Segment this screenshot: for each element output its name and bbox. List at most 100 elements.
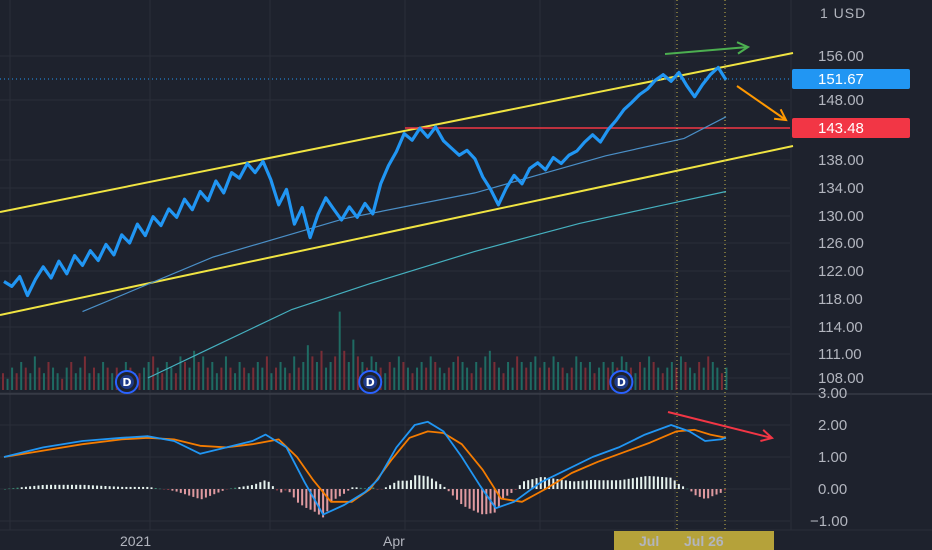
volume-bar: [488, 350, 491, 390]
volume-bar: [670, 362, 673, 390]
histogram-bar: [397, 480, 400, 489]
macd-tick-label: 1.00: [818, 449, 847, 466]
volume-bar: [352, 339, 355, 390]
dividend-label: D: [122, 376, 131, 389]
histogram-bar: [389, 485, 392, 489]
current-price-badge: 151.67: [792, 69, 910, 89]
volume-bar: [720, 373, 723, 390]
green-trend-arrow: [664, 41, 751, 55]
dividend-dot: [119, 375, 134, 389]
histogram-bar: [50, 484, 53, 489]
volume-bar: [143, 367, 146, 390]
volume-bar: [42, 373, 45, 390]
histogram-bar: [602, 480, 605, 489]
price-series-group: [3, 65, 728, 298]
volume-bar: [106, 367, 109, 390]
histogram-bar: [301, 489, 304, 506]
histogram-bar: [33, 485, 36, 489]
price-tick-label: 114.00: [818, 319, 863, 336]
histogram-bar: [623, 479, 626, 489]
volume-bar: [588, 362, 591, 390]
histogram-bar: [343, 489, 346, 494]
volume-bar: [20, 362, 23, 390]
volume-bar: [443, 373, 446, 390]
volume-bar: [61, 378, 64, 390]
histogram-bar: [154, 488, 157, 489]
volume-bar: [38, 367, 41, 390]
volume-bar: [211, 362, 214, 390]
dividend-marker[interactable]: D: [358, 370, 383, 394]
level-price-badge-bg: [792, 118, 910, 138]
histogram-bar: [125, 486, 128, 489]
volume-bar: [138, 373, 141, 390]
volume-bar: [566, 373, 569, 390]
histogram-bar: [117, 486, 120, 489]
price-tick-label: 122.00: [818, 263, 864, 280]
histogram-bar: [234, 487, 237, 489]
green-trend-arrow-head: [736, 41, 751, 55]
volume-bar: [174, 373, 177, 390]
volume-bar: [88, 373, 91, 390]
histogram-bar: [711, 489, 714, 497]
histogram-bar: [58, 484, 61, 489]
histogram-bar: [137, 486, 140, 489]
dividend-marker[interactable]: D: [114, 370, 139, 394]
histogram-bar: [719, 489, 722, 493]
histogram-bar: [661, 476, 664, 489]
histogram-bar: [698, 489, 701, 497]
macd-tick-label: 0.00: [818, 481, 847, 498]
histogram-bar: [686, 488, 689, 490]
histogram-bar: [535, 478, 538, 489]
histogram-bar: [75, 484, 78, 489]
histogram-bar: [627, 478, 630, 489]
histogram-bar: [158, 488, 161, 490]
histogram-bar: [309, 489, 312, 510]
volume-bar: [525, 367, 528, 390]
histogram-bar: [12, 488, 15, 489]
volume-bar: [284, 367, 287, 390]
histogram-bar: [188, 489, 191, 496]
volume-bar: [279, 362, 282, 390]
histogram-bar: [163, 489, 166, 490]
currency-label[interactable]: 1 USD: [820, 5, 866, 21]
histogram-bar: [506, 489, 509, 496]
histogram-bar: [104, 486, 107, 489]
volume-bar: [275, 367, 277, 390]
histogram-bar: [91, 485, 94, 489]
dividend-label: D: [366, 376, 375, 389]
volume-bar: [579, 362, 582, 390]
histogram-bar: [225, 489, 228, 490]
histogram-bar: [62, 484, 65, 489]
volume-bar: [470, 373, 473, 390]
histogram-bar: [175, 489, 178, 492]
volume-bar: [343, 350, 346, 390]
histogram-bar: [644, 476, 647, 489]
volume-bar: [497, 367, 500, 390]
histogram-bar: [171, 489, 174, 491]
volume-bar: [598, 367, 601, 390]
macd-signal-line: [3, 428, 727, 503]
volume-bar: [698, 362, 701, 390]
volume-bar: [74, 373, 77, 390]
histogram-bar: [292, 489, 295, 498]
price-tick-label: 148.00: [818, 92, 864, 109]
volume-bar: [661, 373, 664, 390]
macd-tick-label: −1.00: [810, 513, 848, 530]
histogram-bar: [560, 479, 563, 489]
histogram-bar: [443, 486, 446, 489]
volume-bar: [6, 378, 9, 390]
histogram-bar: [569, 481, 572, 489]
histogram-bar: [41, 485, 44, 489]
volume-bar: [684, 362, 687, 390]
dividend-marker[interactable]: D: [609, 370, 634, 394]
volume-bar: [529, 362, 532, 390]
volume-bar: [247, 373, 250, 390]
overlay-lines: [0, 0, 794, 530]
time-highlight: [614, 531, 774, 550]
histogram-bar: [656, 476, 659, 489]
volume-bar: [156, 367, 159, 390]
volume-bar: [347, 362, 350, 390]
